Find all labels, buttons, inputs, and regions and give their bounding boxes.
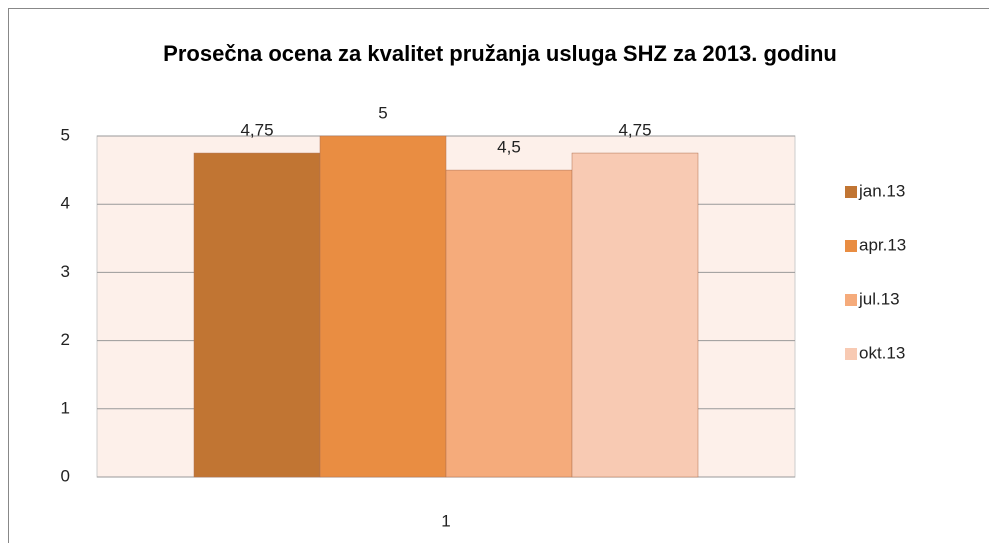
legend-label: okt.13 xyxy=(859,343,905,362)
value-label: 5 xyxy=(378,103,387,122)
legend-swatch xyxy=(845,294,857,306)
value-label: 4,75 xyxy=(240,121,273,140)
bar xyxy=(193,152,321,478)
bar xyxy=(319,135,447,478)
legend-label: jan.13 xyxy=(858,181,905,200)
bar xyxy=(445,169,573,478)
y-tick-label: 1 xyxy=(61,398,70,417)
value-label: 4,5 xyxy=(497,138,521,157)
y-tick-label: 3 xyxy=(61,262,70,281)
legend-label: apr.13 xyxy=(859,235,906,254)
legend-label: jul.13 xyxy=(858,289,900,308)
y-tick-label: 0 xyxy=(61,466,70,485)
y-tick-label: 2 xyxy=(61,330,70,349)
y-tick-label: 4 xyxy=(61,194,70,213)
x-tick-label: 1 xyxy=(441,511,450,530)
chart-title: Prosečna ocena za kvalitet pružanja uslu… xyxy=(163,41,837,66)
bar xyxy=(571,152,699,478)
y-tick-label: 5 xyxy=(61,125,70,144)
legend-swatch xyxy=(845,348,857,360)
value-label: 4,75 xyxy=(618,121,651,140)
legend-swatch xyxy=(845,186,857,198)
legend-swatch xyxy=(845,240,857,252)
